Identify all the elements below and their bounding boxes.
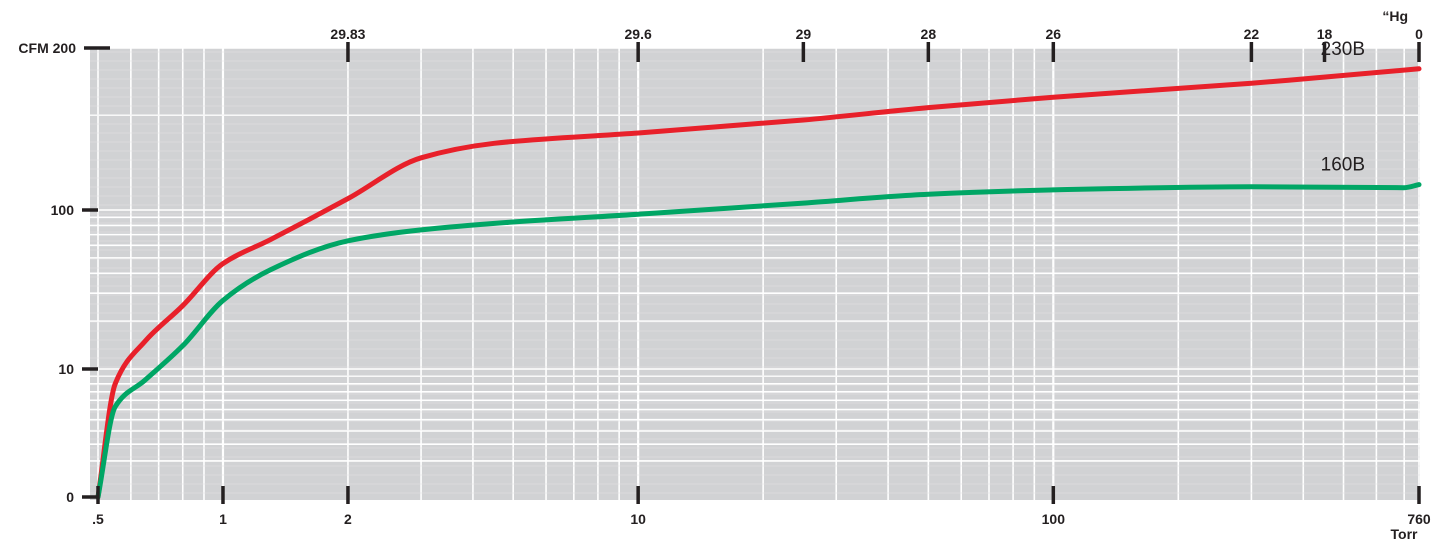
top-tick-label: 22 (1244, 26, 1260, 42)
x-tick-label: 1 (219, 511, 227, 527)
x-tick-label: 760 (1407, 511, 1431, 527)
series-line-160b (95, 182, 1422, 500)
x-tick-label: 100 (1042, 511, 1066, 527)
top-tick-label: 29.6 (625, 26, 652, 42)
top-tick-label: 29 (796, 26, 812, 42)
top-axis-title: “Hg (1382, 8, 1408, 24)
series-label-160b: 160B (1321, 155, 1365, 176)
top-tick-label: 18 (1317, 26, 1333, 42)
y-tick-label: 0 (66, 489, 74, 505)
top-tick-label: 28 (921, 26, 937, 42)
x-tick-label: .5 (92, 511, 104, 527)
top-tick-label: 29.83 (330, 26, 365, 42)
axes-layer: 0 10 100 CFM 200 .5 1 2 10 100 760 29.83 29.6 29 28 26… (18, 26, 1430, 527)
top-tick-label: 0 (1415, 26, 1423, 42)
x-tick-label: 10 (630, 511, 646, 527)
chart-grid (90, 47, 1420, 500)
series-layer: 230B 160B (95, 39, 1422, 500)
x-axis-title: Torr (1391, 526, 1419, 542)
y-tick-label: CFM 200 (18, 40, 76, 56)
y-tick-label: 10 (58, 361, 74, 377)
series-line-230b (95, 66, 1422, 500)
x-tick-label: 2 (344, 511, 352, 527)
top-tick-label: 26 (1046, 26, 1062, 42)
series-label-230b: 230B (1321, 39, 1365, 60)
y-tick-label: 100 (51, 202, 75, 218)
